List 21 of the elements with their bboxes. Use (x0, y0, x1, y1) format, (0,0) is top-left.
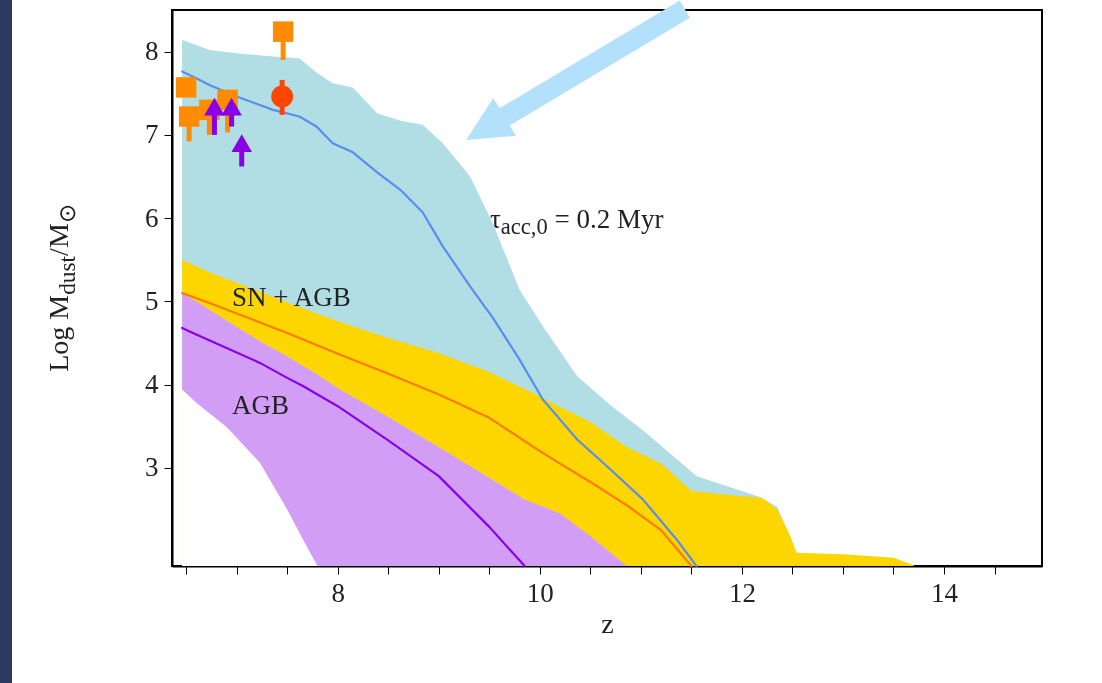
point (231, 134, 252, 153)
y-tick-label: 4 (145, 369, 159, 400)
annotation: AGB (232, 389, 290, 421)
y-tick-label: 7 (145, 119, 159, 150)
line-series (181, 326, 526, 568)
x-tick-label: 10 (526, 577, 554, 608)
point (272, 21, 294, 42)
x-tick-label: 14 (930, 577, 959, 608)
point (178, 106, 200, 127)
y-tick-label: 5 (145, 285, 159, 316)
point (175, 77, 197, 98)
point (204, 97, 225, 116)
point (221, 97, 242, 116)
x-tick-label: 12 (728, 577, 756, 608)
y-tick-label: 6 (145, 202, 159, 233)
x-tick-label: 8 (331, 577, 345, 608)
y-tick-label: 3 (145, 452, 159, 483)
point (271, 85, 294, 108)
annotation: τ$_{acc,0}$ = 0.2 Myr (490, 203, 664, 241)
y-tick-label: 8 (145, 36, 159, 67)
x-axis-title: z (601, 607, 614, 639)
